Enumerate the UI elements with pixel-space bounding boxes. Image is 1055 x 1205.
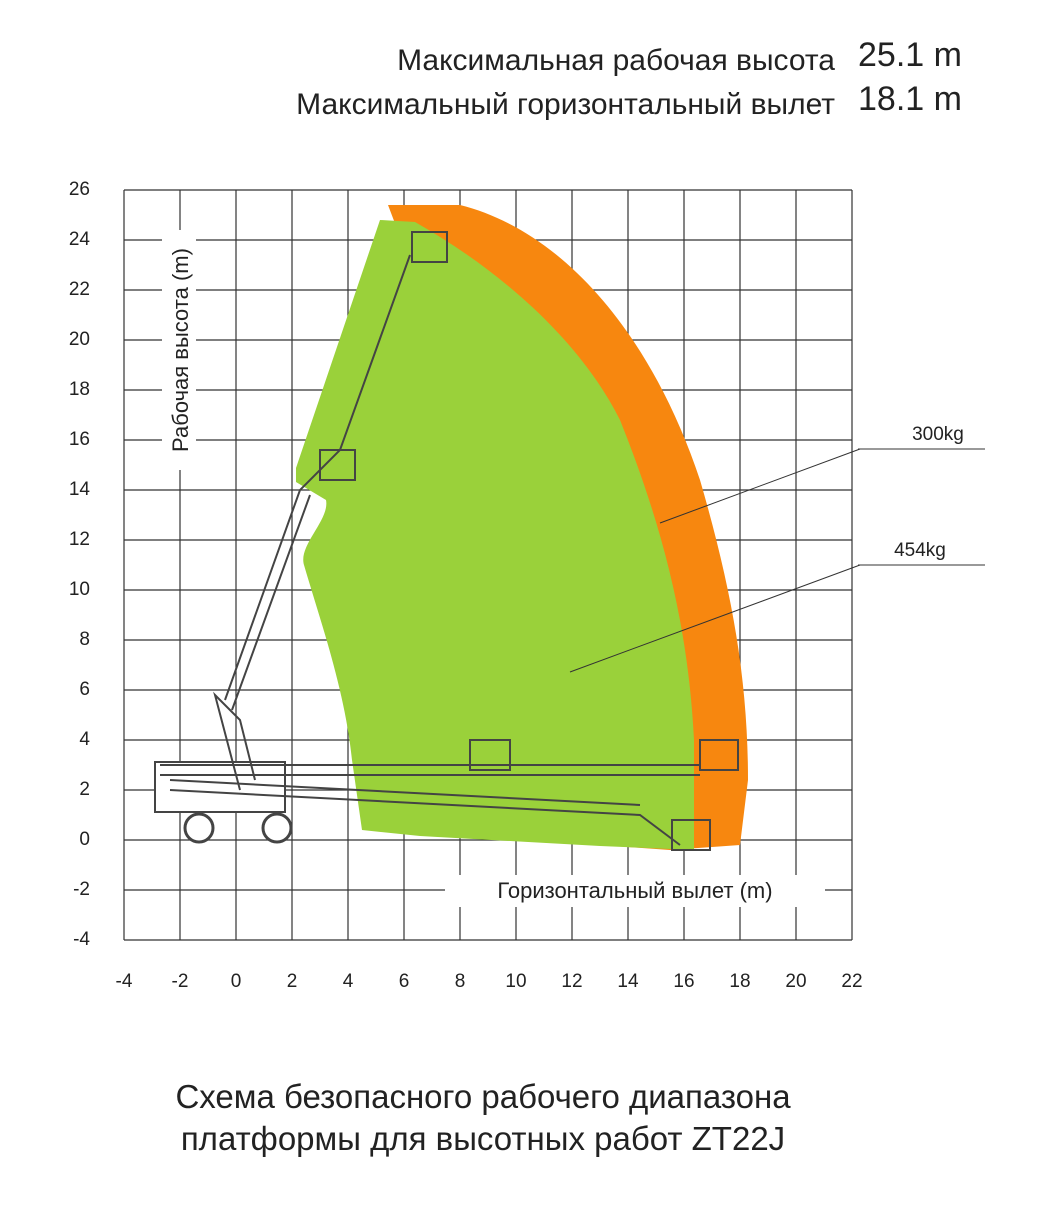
y-tick-label: 10: [69, 579, 90, 600]
load-label: 454kg: [894, 540, 946, 561]
y-axis-label: Рабочая высота (m): [168, 248, 193, 452]
x-tick-label: 18: [729, 971, 750, 992]
x-tick-label: 2: [287, 971, 298, 992]
envelope-454kg: [296, 220, 694, 850]
x-tick-label: 12: [561, 971, 582, 992]
xlabel-bg: [445, 875, 825, 907]
header-label: Максимальный горизонтальный вылет: [296, 88, 835, 121]
y-tick-label: 26: [69, 179, 90, 200]
x-tick-label: -2: [172, 971, 189, 992]
caption: Схема безопасного рабочего диапазона: [175, 1078, 791, 1115]
header-value: 18.1 m: [858, 80, 962, 118]
y-tick-label: -4: [73, 929, 90, 950]
y-tick-label: 16: [69, 429, 90, 450]
y-tick-label: 22: [69, 279, 90, 300]
x-tick-label: -4: [116, 971, 133, 992]
lift-drawing: [154, 231, 739, 851]
leaders: [569, 448, 985, 673]
y-tick-label: 18: [69, 379, 90, 400]
y-tick-label: -2: [73, 879, 90, 900]
caption: платформы для высотных работ ZT22J: [181, 1120, 785, 1157]
x-tick-label: 8: [455, 971, 466, 992]
x-tick-label: 14: [617, 971, 639, 992]
y-tick-label: 14: [69, 479, 91, 500]
load-label: 300kg: [912, 424, 964, 445]
y-tick-label: 2: [79, 779, 90, 800]
y-tick-label: 6: [79, 679, 90, 700]
x-tick-label: 20: [785, 971, 806, 992]
y-tick-label: 20: [69, 329, 90, 350]
x-tick-label: 4: [343, 971, 354, 992]
header-label: Максимальная рабочая высота: [397, 44, 835, 77]
x-tick-label: 0: [231, 971, 242, 992]
y-tick-label: 12: [69, 529, 90, 550]
y-tick-label: 0: [79, 829, 90, 850]
x-tick-label: 22: [841, 971, 862, 992]
y-tick-label: 8: [79, 629, 90, 650]
x-tick-label: 10: [505, 971, 526, 992]
x-tick-label: 6: [399, 971, 410, 992]
y-tick-label: 24: [69, 229, 91, 250]
ylabel-bg: [162, 230, 196, 470]
x-axis-label: Горизонтальный вылет (m): [497, 878, 772, 903]
y-tick-label: 4: [79, 729, 90, 750]
header-value: 25.1 m: [858, 36, 962, 74]
x-tick-label: 16: [673, 971, 694, 992]
